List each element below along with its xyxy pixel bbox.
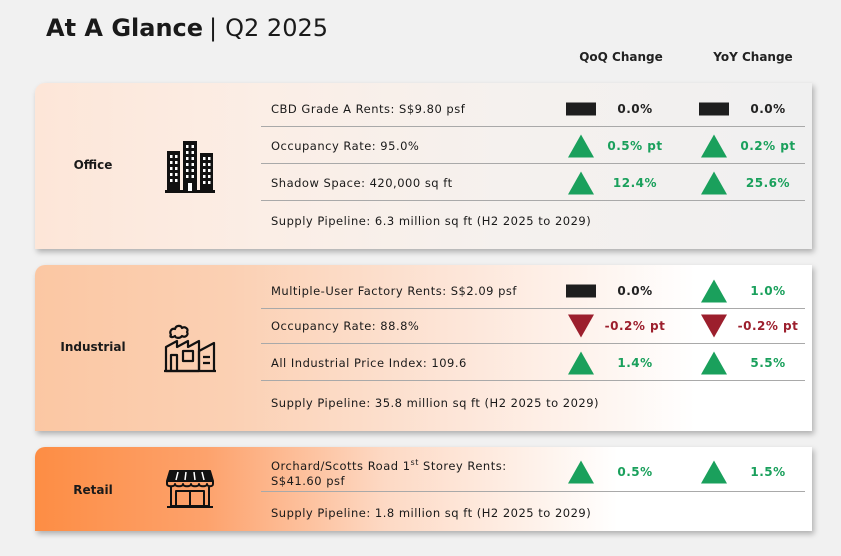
pipeline-label: Supply Pipeline: 6.3 million sq ft (H2 2… [271, 213, 592, 228]
metric-label-line2: S$41.60 psf [271, 474, 346, 489]
industrial-row-price-index: All Industrial Price Index: 109.6 1.4% 5… [261, 344, 805, 381]
pipeline-label: Supply Pipeline: 1.8 million sq ft (H2 2… [271, 505, 592, 520]
yoy-value: 5.5% [750, 355, 786, 370]
qoq-value: 0.5% [617, 465, 653, 479]
yoy-value: 1.5% [750, 465, 786, 479]
qoq-value: 0.0% [617, 101, 653, 116]
yoy-value: -0.2% pt [737, 318, 799, 333]
yoy-value: 0.0% [750, 101, 786, 116]
office-panel: Office CBD Grade A [35, 83, 812, 249]
up-arrow-icon [701, 171, 727, 194]
down-arrow-icon [568, 314, 594, 337]
retail-row-rents: Orchard/Scotts Road 1st Storey Rents: S$… [261, 452, 805, 492]
qoq-value: 1.4% [617, 355, 653, 370]
up-arrow-icon [568, 171, 594, 194]
metric-label-line1: Orchard/Scotts Road 1 [271, 458, 411, 473]
office-row-rents: CBD Grade A Rents: S$9.80 psf 0.0% 0.0% [261, 90, 805, 127]
qoq-column-header: QoQ Change [579, 50, 663, 64]
page-title: At A Glance | Q2 2025 [46, 14, 328, 42]
up-arrow-icon [701, 460, 727, 484]
office-row-pipeline: Supply Pipeline: 6.3 million sq ft (H2 2… [261, 202, 805, 239]
metric-label-superscript: st [410, 457, 419, 467]
flat-indicator-icon [699, 102, 729, 115]
flat-indicator-icon [566, 102, 596, 115]
up-arrow-icon [568, 460, 594, 484]
up-arrow-icon [701, 134, 727, 157]
title-main: At A Glance [46, 14, 204, 42]
pipeline-label: Supply Pipeline: 35.8 million sq ft (H2 … [271, 395, 600, 410]
office-row-occupancy: Occupancy Rate: 95.0% 0.5% pt 0.2% pt [261, 127, 805, 164]
metric-label: Multiple-User Factory Rents: S$2.09 psf [271, 283, 517, 298]
sector-label-retail: Retail [73, 483, 113, 497]
up-arrow-icon [701, 351, 727, 374]
industrial-panel: Industrial Multiple-User Factory Rents: … [35, 265, 812, 431]
industrial-row-pipeline: Supply Pipeline: 35.8 million sq ft (H2 … [261, 384, 805, 421]
industrial-row-rents: Multiple-User Factory Rents: S$2.09 psf … [261, 272, 805, 309]
office-buildings-icon [165, 141, 215, 193]
up-arrow-icon [701, 279, 727, 302]
down-arrow-icon [701, 314, 727, 337]
yoy-value: 1.0% [750, 283, 786, 298]
sector-label-industrial: Industrial [60, 340, 126, 354]
metric-label: All Industrial Price Index: 109.6 [271, 355, 467, 370]
title-period: Q2 2025 [225, 14, 329, 42]
yoy-column-header: YoY Change [713, 50, 793, 64]
yoy-value: 25.6% [745, 175, 791, 190]
metric-label: Shadow Space: 420,000 sq ft [271, 175, 453, 190]
storefront-icon [166, 470, 214, 508]
retail-row-pipeline: Supply Pipeline: 1.8 million sq ft (H2 2… [261, 494, 805, 531]
up-arrow-icon [568, 134, 594, 157]
industrial-row-occupancy: Occupancy Rate: 88.8% -0.2% pt -0.2% pt [261, 307, 805, 344]
metric-label: Orchard/Scotts Road 1st Storey Rents: S$… [271, 452, 507, 492]
up-arrow-icon [568, 351, 594, 374]
retail-panel: Retail Orchard/Scotts Road 1st Storey Re… [35, 447, 812, 531]
sector-label-office: Office [73, 158, 113, 172]
office-row-shadow-space: Shadow Space: 420,000 sq ft 12.4% 25.6% [261, 164, 805, 201]
flat-indicator-icon [566, 284, 596, 297]
qoq-value: -0.2% pt [604, 318, 666, 333]
qoq-value: 12.4% [612, 175, 658, 190]
title-separator: | [209, 14, 218, 42]
qoq-value: 0.5% pt [607, 138, 663, 153]
metric-label: Occupancy Rate: 88.8% [271, 318, 420, 333]
metric-label: CBD Grade A Rents: S$9.80 psf [271, 101, 466, 116]
qoq-value: 0.0% [617, 283, 653, 298]
metric-label: Occupancy Rate: 95.0% [271, 138, 420, 153]
metric-label-line1b: Storey Rents: [418, 458, 507, 473]
yoy-value: 0.2% pt [740, 138, 796, 153]
factory-icon [164, 324, 216, 373]
